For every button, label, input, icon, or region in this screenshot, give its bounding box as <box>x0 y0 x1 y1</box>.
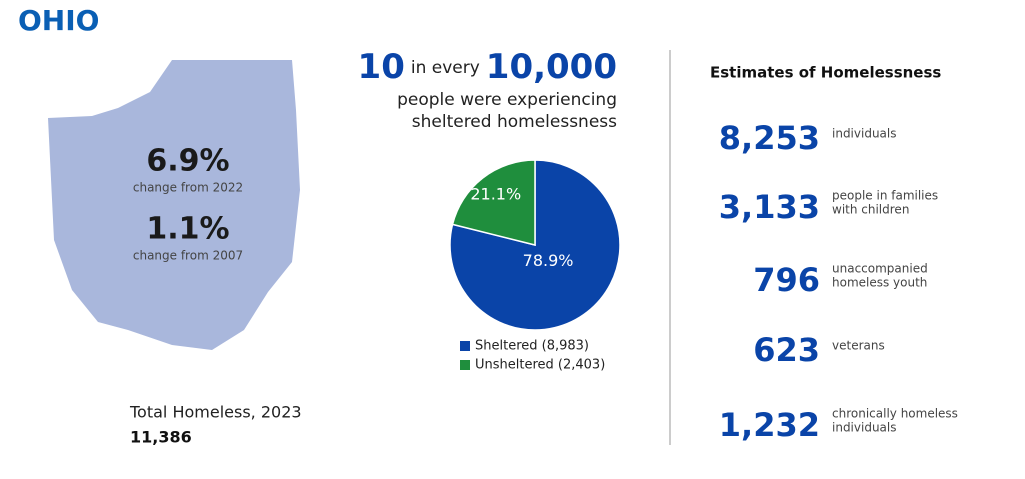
estimate-label: homeless youth <box>832 276 927 290</box>
rate-connector: in every <box>411 58 480 78</box>
estimate-label: individuals <box>832 127 897 141</box>
estimates-title: Estimates of Homelessness <box>710 64 941 82</box>
slice-label: 21.1% <box>470 184 521 203</box>
estimate-value: 8,253 <box>719 119 820 157</box>
estimate-label: people in families <box>832 189 938 203</box>
estimate-value: 796 <box>753 261 820 299</box>
rate-line: sheltered homelessness <box>412 112 617 132</box>
pie-slice <box>451 159 536 246</box>
stat-label: change from 2007 <box>133 249 243 263</box>
estimate-value: 623 <box>753 331 820 369</box>
slice-label: 78.9% <box>523 251 574 270</box>
estimate-value: 3,133 <box>719 188 820 226</box>
rate-headline: 10 in every 10,000 <box>358 47 617 87</box>
legend-swatch <box>460 341 470 351</box>
legend-label: Unsheltered (2,403) <box>475 358 605 373</box>
rate-number: 10 <box>358 47 405 87</box>
estimate-label: chronically homeless <box>832 407 958 421</box>
stat-value: 6.9% <box>146 144 229 179</box>
rate-base: 10,000 <box>486 47 617 87</box>
page-title: OHIO <box>18 4 99 37</box>
estimate-label: with children <box>832 203 909 217</box>
estimate-label: veterans <box>832 339 885 353</box>
stat-label: change from 2022 <box>133 181 243 195</box>
total-label: Total Homeless, 2023 <box>129 403 302 422</box>
legend-label: Sheltered (8,983) <box>475 339 589 354</box>
estimate-value: 1,232 <box>719 406 820 444</box>
total-value: 11,386 <box>130 428 192 447</box>
stat-value: 1.1% <box>146 212 229 247</box>
estimate-label: individuals <box>832 421 897 435</box>
rate-line: people were experiencing <box>397 90 617 110</box>
state-map <box>48 60 300 350</box>
estimate-label: unaccompanied <box>832 262 928 276</box>
legend-swatch <box>460 360 470 370</box>
